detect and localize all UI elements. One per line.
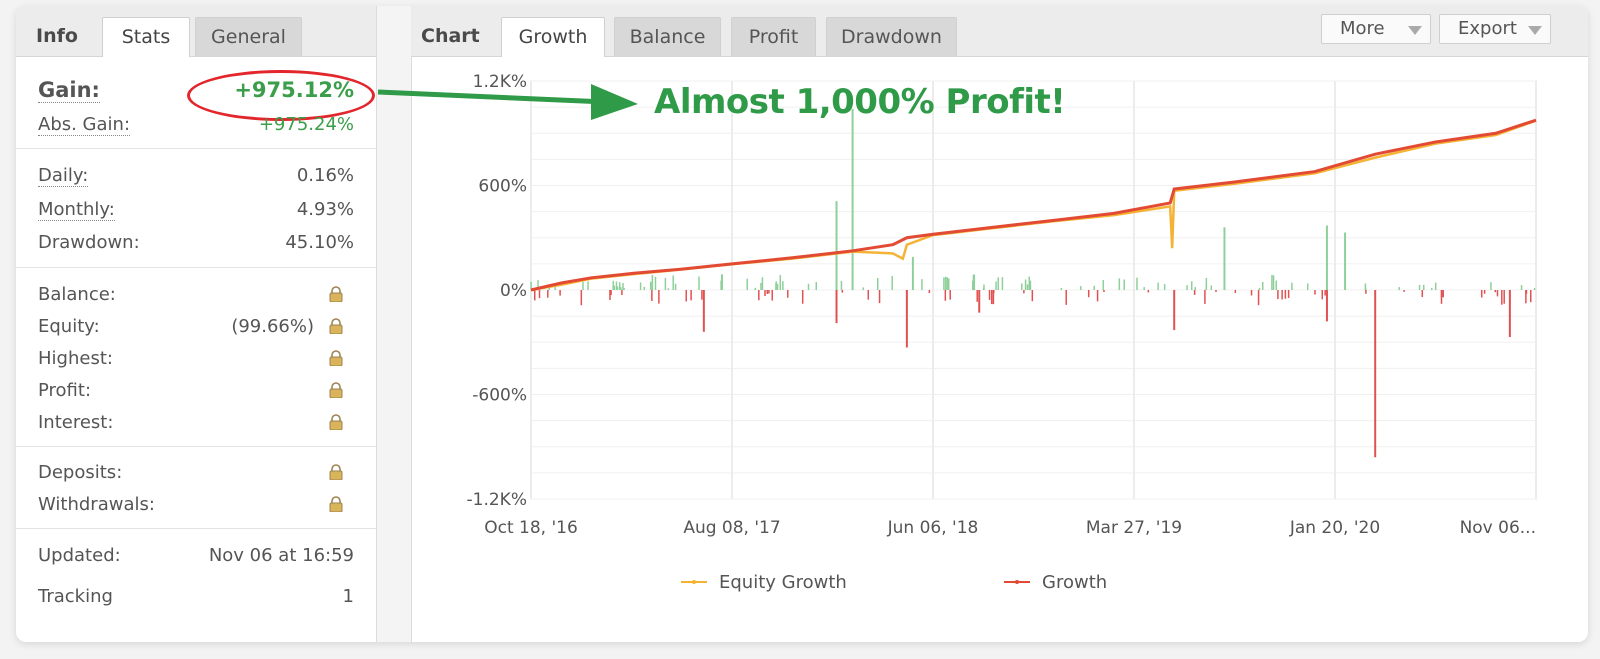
gain-row: Gain: +975.12% [38, 78, 354, 104]
chart-legend: Equity Growth Growth [681, 572, 1107, 593]
more-label: More [1340, 18, 1385, 39]
chevron-down-icon [1408, 26, 1422, 35]
balance-label: Balance: [38, 284, 116, 305]
legend-swatch-dot [692, 580, 696, 584]
padlock-icon[interactable] [328, 464, 344, 481]
more-dropdown[interactable]: More [1321, 14, 1431, 44]
info-tabbar: Info Stats General [16, 6, 376, 57]
withdrawals-label: Withdrawals: [38, 494, 155, 515]
chart-grid [530, 80, 1537, 500]
updated-value: Nov 06 at 16:59 [208, 545, 354, 566]
highest-label: Highest: [38, 348, 113, 369]
gain-highlight-ellipse [187, 70, 375, 121]
chart-tabbar: Chart Growth Balance Profit Drawdown Mor… [411, 6, 1588, 57]
series-line-growth [530, 118, 1537, 292]
padlock-icon[interactable] [328, 286, 344, 303]
y-tick-label: 600% [478, 177, 527, 197]
daily-label: Daily: [38, 165, 89, 187]
tab-profit[interactable]: Profit [731, 17, 816, 56]
drawdown-value: 45.10% [285, 232, 354, 253]
chart-ticks: 1.2K% 600% 0% -600% -1.2K% Oct 18, '16 Aug 08,… [467, 72, 1536, 538]
legend-swatch-dot [1015, 580, 1019, 584]
tab-growth[interactable]: Growth [501, 17, 605, 57]
info-title: Info [36, 25, 78, 47]
tab-stats[interactable]: Stats [102, 17, 190, 57]
chart-lines [530, 118, 1537, 292]
panel-gutter [376, 6, 412, 642]
equity-label: Equity: [38, 316, 100, 337]
y-tick-label: 1.2K% [473, 72, 527, 92]
padlock-icon[interactable] [328, 382, 344, 399]
x-tick-label: Oct 18, '16 [484, 518, 578, 538]
legend-entry: Growth [1042, 572, 1107, 593]
export-dropdown[interactable]: Export [1439, 14, 1551, 44]
updated-label: Updated: [38, 545, 121, 566]
monthly-label: Monthly: [38, 199, 115, 221]
abs-gain-label: Abs. Gain: [38, 114, 131, 136]
chevron-down-icon [1528, 26, 1542, 35]
divider [16, 267, 376, 268]
x-tick-label: Jun 06, '18 [887, 518, 979, 538]
legend-entry: Equity Growth [719, 572, 847, 593]
annotation-arrow [377, 84, 638, 120]
interest-label: Interest: [38, 412, 114, 433]
chart-title: Chart [421, 25, 480, 47]
divider [16, 528, 376, 529]
padlock-icon[interactable] [328, 496, 344, 513]
deposits-label: Deposits: [38, 462, 123, 483]
tracking-label: Tracking [38, 586, 113, 607]
growth-chart[interactable]: 1.2K% 600% 0% -600% -1.2K% Oct 18, '16 Aug 08,… [411, 56, 1588, 642]
x-tick-label: Jan 20, '20 [1289, 518, 1380, 538]
padlock-icon[interactable] [328, 414, 344, 431]
monthly-value: 4.93% [296, 199, 354, 220]
gain-label: Gain: [38, 78, 100, 103]
stats-card: Info Stats General Gain: +975.12% Abs. G… [16, 6, 1588, 642]
x-tick-label: Mar 27, '19 [1086, 518, 1182, 538]
gain-value: +975.12% [234, 78, 354, 102]
chart-bars [530, 108, 1536, 458]
y-tick-label: 0% [500, 281, 527, 301]
annotation-text: Almost 1,000% Profit! [654, 82, 1066, 122]
chart-panel: Chart Growth Balance Profit Drawdown Mor… [411, 6, 1588, 642]
info-panel: Info Stats General Gain: +975.12% Abs. G… [16, 6, 376, 642]
x-tick-label: Nov 06... [1460, 518, 1536, 538]
y-tick-label: -600% [472, 386, 527, 406]
y-tick-label: -1.2K% [467, 490, 527, 510]
divider [16, 446, 376, 447]
tab-general[interactable]: General [195, 17, 302, 56]
abs-gain-value: +975.24% [258, 114, 354, 135]
profit-label: Profit: [38, 380, 92, 401]
equity-value: (99.66%) [231, 316, 314, 337]
padlock-icon[interactable] [328, 350, 344, 367]
divider [16, 148, 376, 149]
drawdown-label: Drawdown: [38, 232, 140, 253]
export-label: Export [1458, 18, 1517, 39]
tab-drawdown[interactable]: Drawdown [826, 17, 957, 56]
x-tick-label: Aug 08, '17 [683, 518, 780, 538]
tracking-value: 1 [342, 586, 354, 607]
tab-balance[interactable]: Balance [614, 17, 721, 56]
padlock-icon[interactable] [328, 318, 344, 335]
daily-value: 0.16% [296, 165, 354, 186]
